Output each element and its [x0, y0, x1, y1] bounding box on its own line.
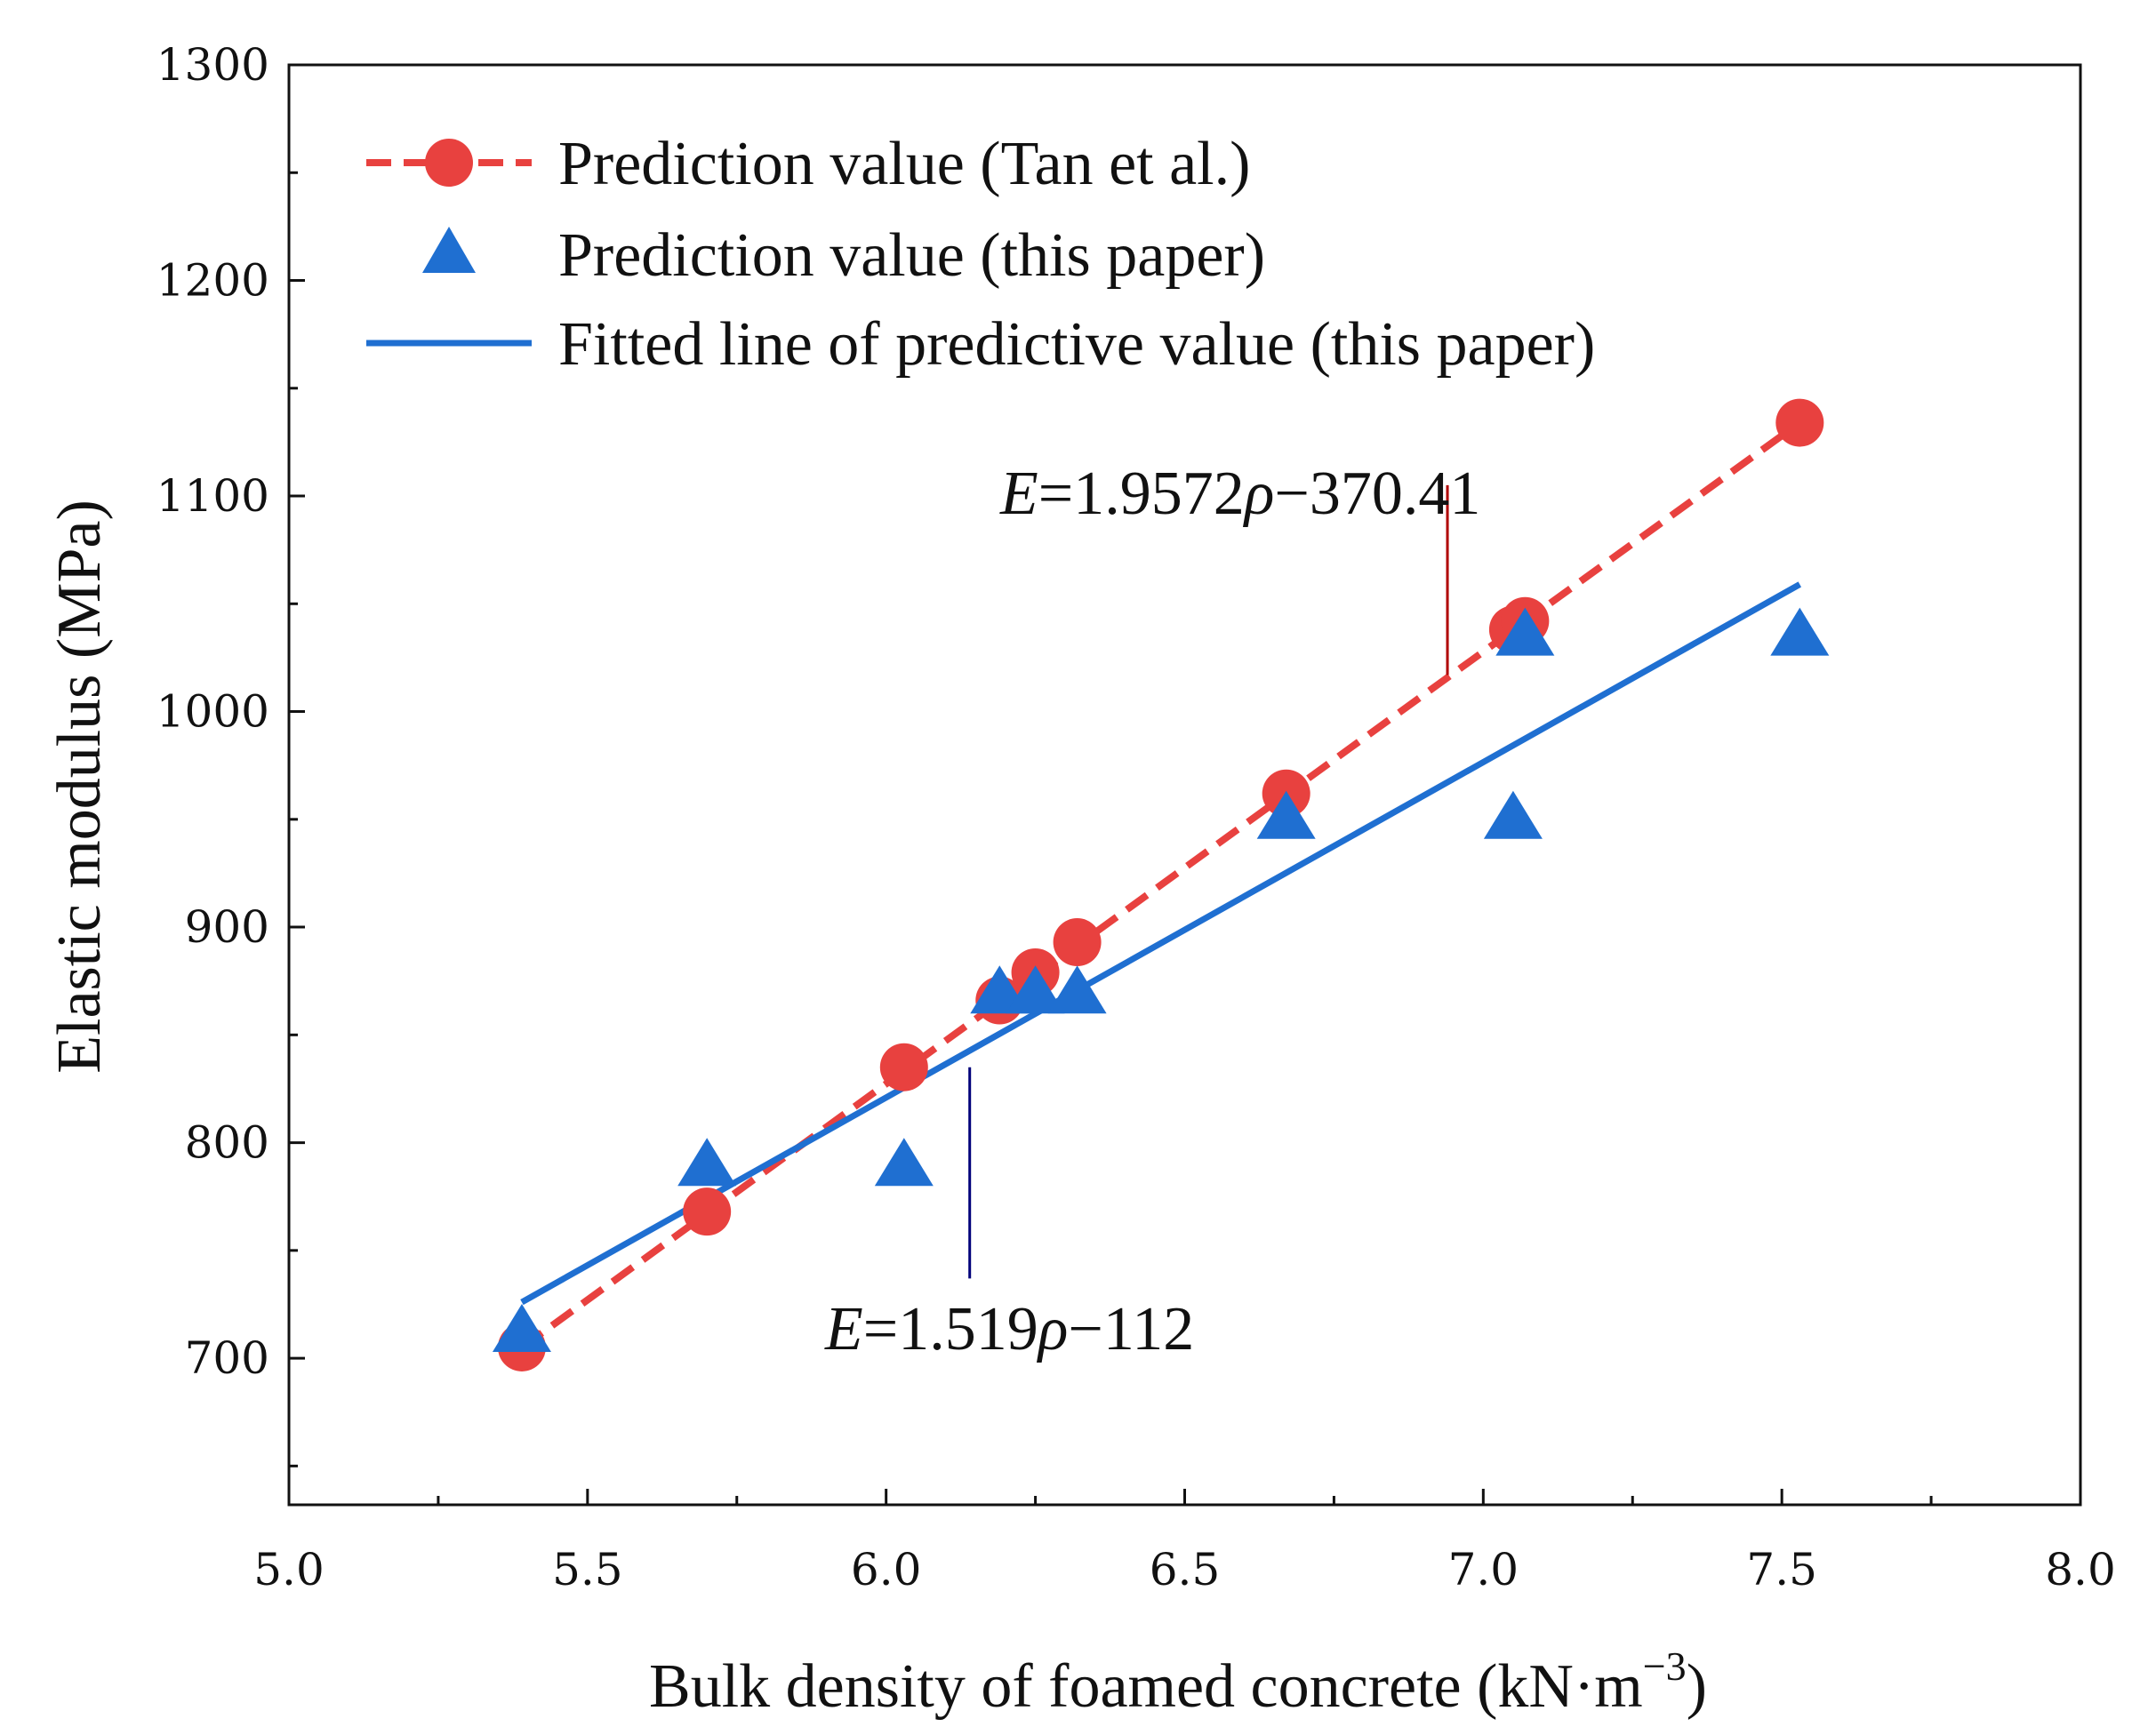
this-paper-triangle-point-4: [1006, 965, 1065, 1014]
x-tick-label-3: 6.5: [1150, 1544, 1221, 1595]
x-tick-label-1: 5.5: [552, 1544, 623, 1595]
legend-entry-fitted-line: Fitted line of predictive value (this pa…: [366, 310, 1595, 379]
y-axis-title: Elastic modulus (MPa): [45, 500, 114, 1073]
legend-label-this-paper: Prediction value (this paper): [558, 221, 1265, 290]
tan-circle-point-2: [879, 1043, 928, 1091]
x-tick-label-4: 7.0: [1448, 1544, 1519, 1595]
fit-lines: [519, 420, 1802, 1351]
y-tick-label-4: 1100: [156, 470, 269, 522]
this-paper-triangle-point-8: [1495, 607, 1555, 656]
equation-rho-1: ρ: [1037, 1295, 1069, 1363]
equation-coefficient-1: =1.519: [863, 1295, 1038, 1363]
y-tick-label-3: 1000: [156, 686, 269, 738]
x-axis-title: Bulk density of foamed concrete (kN·m−3): [649, 1643, 1707, 1721]
y-tick-label-0: 700: [185, 1332, 269, 1384]
equation-rho-0: ρ: [1243, 460, 1275, 528]
this-paper-triangle-point-6: [1256, 790, 1316, 839]
legend-circle-marker-icon: [425, 139, 473, 187]
legend: Prediction value (Tan et al.) Prediction…: [366, 130, 1595, 379]
legend-triangle-marker-icon: [422, 227, 476, 273]
legend-label-tan: Prediction value (Tan et al.): [558, 130, 1250, 198]
this-paper-triangle-point-0: [492, 1303, 551, 1352]
x-axis-title-main: Bulk density of foamed concrete (kN·m: [649, 1652, 1643, 1721]
equation-coefficient-0: =1.9572: [1038, 460, 1245, 528]
this-paper-triangle-point-5: [1047, 965, 1107, 1014]
annotations: E=1.9572ρ−370.41E=1.519ρ−112: [824, 460, 1480, 1363]
tan-circle-point-5: [1053, 918, 1102, 967]
x-tick-label-2: 6.0: [851, 1544, 922, 1595]
legend-entry-this-paper: Prediction value (this paper): [422, 221, 1265, 290]
equation-label-0: E=1.9572ρ−370.41: [999, 460, 1480, 528]
fitted-solid-line: [520, 581, 1802, 1306]
this-paper-triangle-point-9: [1770, 607, 1830, 656]
equation-label-1: E=1.519ρ−112: [824, 1295, 1194, 1363]
legend-label-fitted-line: Fitted line of predictive value (this pa…: [558, 310, 1595, 379]
x-tick-label-0: 5.0: [253, 1544, 325, 1595]
y-tick-label-5: 1200: [156, 255, 269, 307]
y-tick-label-6: 1300: [156, 39, 269, 91]
x-axis-title-close: ): [1687, 1652, 1707, 1721]
this-paper-triangle-point-7: [1483, 790, 1543, 839]
x-tick-labels: 5.0 5.5 6.0 6.5 7.0 7.5 8.0: [253, 1544, 2116, 1595]
legend-entry-tan: Prediction value (Tan et al.): [366, 130, 1250, 198]
tan-dashed-trend-line: [519, 420, 1802, 1351]
axis-ticks: [287, 63, 2082, 1505]
x-tick-label-5: 7.5: [1746, 1544, 1817, 1595]
y-tick-label-1: 800: [185, 1117, 269, 1169]
x-tick-label-6: 8.0: [2045, 1544, 2116, 1595]
tan-circle-point-1: [683, 1187, 732, 1236]
tan-circle-point-9: [1775, 398, 1824, 447]
equation-variable-e-0: E: [999, 460, 1038, 528]
this-paper-triangle-point-1: [677, 1138, 737, 1187]
x-axis-title-superscript: −3: [1643, 1643, 1687, 1689]
this-paper-triangle-point-2: [874, 1138, 934, 1187]
equation-intercept-1: −112: [1068, 1295, 1194, 1363]
y-tick-label-2: 900: [185, 901, 269, 953]
markers: [492, 398, 1830, 1371]
y-tick-labels: 700 800 900 1000 1100 1200 1300: [156, 39, 269, 1384]
equation-variable-e-1: E: [824, 1295, 863, 1363]
equation-intercept-0: −370.41: [1274, 460, 1480, 528]
